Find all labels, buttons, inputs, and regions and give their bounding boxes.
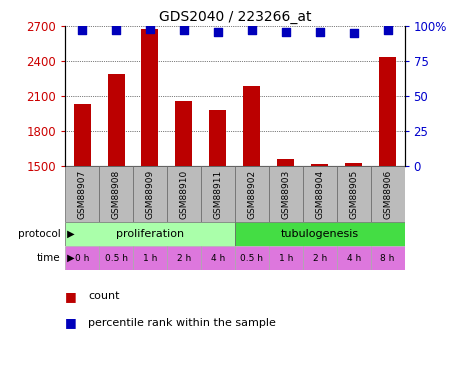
Bar (345, 163, 362, 166)
Bar (133, 246, 167, 270)
Bar (201, 246, 235, 270)
Bar (371, 246, 405, 270)
Text: proliferation: proliferation (116, 229, 184, 239)
Bar (107, 74, 125, 166)
Text: GSM88910: GSM88910 (179, 170, 188, 219)
Bar (65, 166, 99, 222)
Text: ■: ■ (65, 290, 81, 303)
Text: ■: ■ (65, 316, 81, 329)
Bar (73, 104, 91, 166)
Bar (65, 246, 99, 270)
Text: 0.5 h: 0.5 h (105, 254, 127, 262)
Text: 4 h: 4 h (211, 254, 225, 262)
Text: GSM88903: GSM88903 (281, 170, 290, 219)
Point (180, 27, 187, 33)
Bar (167, 246, 201, 270)
Text: GSM88905: GSM88905 (349, 170, 358, 219)
Point (384, 27, 392, 33)
Point (113, 27, 120, 33)
Text: GSM88911: GSM88911 (213, 170, 222, 219)
Bar (277, 159, 294, 166)
Bar (235, 222, 405, 246)
Bar (303, 246, 337, 270)
Text: 0 h: 0 h (75, 254, 89, 262)
Text: count: count (88, 291, 120, 301)
Bar (209, 110, 226, 166)
Bar (337, 246, 371, 270)
Bar (167, 166, 201, 222)
Bar (235, 166, 269, 222)
Text: GSM88908: GSM88908 (112, 170, 120, 219)
Bar (337, 166, 371, 222)
Title: GDS2040 / 223266_at: GDS2040 / 223266_at (159, 10, 311, 24)
Bar (99, 166, 133, 222)
Text: tubulogenesis: tubulogenesis (280, 229, 359, 239)
Bar (175, 101, 193, 166)
Text: GSM88907: GSM88907 (78, 170, 86, 219)
Bar (269, 246, 303, 270)
Text: ▶: ▶ (64, 253, 75, 263)
Text: GSM88902: GSM88902 (247, 170, 256, 219)
Bar (371, 166, 405, 222)
Text: GSM88906: GSM88906 (383, 170, 392, 219)
Text: GSM88904: GSM88904 (315, 170, 324, 219)
Text: protocol: protocol (18, 229, 60, 239)
Bar (235, 246, 269, 270)
Text: 1 h: 1 h (143, 254, 157, 262)
Bar (133, 166, 167, 222)
Point (78, 27, 86, 33)
Text: time: time (37, 253, 60, 263)
Bar (243, 86, 260, 166)
Point (146, 26, 153, 32)
Text: 8 h: 8 h (380, 254, 395, 262)
Text: 4 h: 4 h (346, 254, 361, 262)
Text: GSM88909: GSM88909 (146, 170, 154, 219)
Point (316, 29, 324, 35)
Bar (201, 166, 235, 222)
Bar (379, 57, 396, 166)
Text: percentile rank within the sample: percentile rank within the sample (88, 318, 276, 327)
Bar (303, 166, 337, 222)
Point (248, 27, 256, 33)
Text: 0.5 h: 0.5 h (240, 254, 263, 262)
Text: 2 h: 2 h (312, 254, 327, 262)
Bar (311, 164, 328, 166)
Text: ▶: ▶ (64, 229, 75, 239)
Bar (141, 28, 159, 166)
Bar (65, 222, 235, 246)
Text: 1 h: 1 h (279, 254, 293, 262)
Bar (99, 246, 133, 270)
Text: 2 h: 2 h (177, 254, 191, 262)
Point (350, 30, 357, 36)
Point (282, 29, 289, 35)
Point (214, 29, 222, 35)
Bar (269, 166, 303, 222)
